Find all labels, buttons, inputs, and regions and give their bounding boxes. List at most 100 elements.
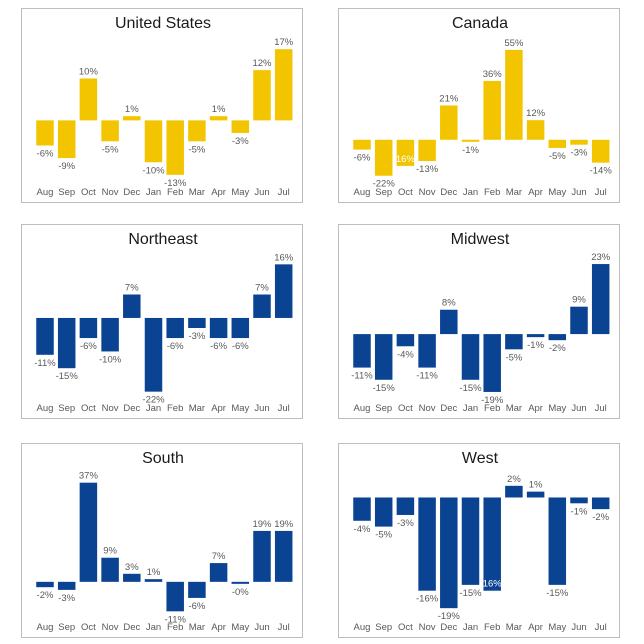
x-tick-label: Apr xyxy=(211,622,226,633)
bar xyxy=(36,581,54,588)
data-label: -11% xyxy=(351,371,373,382)
data-label: 3% xyxy=(125,562,139,573)
data-label: -1% xyxy=(527,340,544,351)
x-tick-label: Nov xyxy=(102,403,119,414)
x-tick-label: May xyxy=(548,622,566,633)
chart-svg: Canada -6% Aug-22%Sep 16% Oct -13% Nov 21% Dec -1… xyxy=(353,15,612,198)
data-label: 16% xyxy=(396,154,416,165)
data-label: -3% xyxy=(571,148,588,159)
x-tick-label: Aug xyxy=(37,403,54,414)
chart-svg: South -2% Aug -3% Sep 37% Oct 9% Nov 3% Dec 1% Jan-1… xyxy=(36,450,294,633)
x-tick-label: Dec xyxy=(440,187,457,198)
bar xyxy=(188,120,206,142)
bar xyxy=(396,139,415,166)
chart-title: West xyxy=(462,450,499,467)
bar xyxy=(374,139,393,176)
x-tick-label: Apr xyxy=(528,187,543,198)
x-tick-label: Sep xyxy=(375,622,392,633)
data-label: -11% xyxy=(34,358,56,369)
bar xyxy=(570,306,588,335)
bar xyxy=(57,317,76,369)
x-tick-label: Sep xyxy=(58,403,75,414)
x-tick-label: Nov xyxy=(102,187,119,198)
data-label: 9% xyxy=(103,546,117,557)
data-label: -16% xyxy=(416,594,439,605)
bar xyxy=(526,334,545,338)
bar xyxy=(188,581,206,598)
data-label: -5% xyxy=(505,352,522,363)
data-label: -3% xyxy=(397,518,414,529)
bar xyxy=(101,317,119,352)
x-tick-label: Aug xyxy=(354,187,371,198)
x-tick-label: Nov xyxy=(419,403,436,414)
bar xyxy=(418,139,436,162)
bar xyxy=(483,334,501,392)
bar xyxy=(231,581,250,584)
x-tick-label: Mar xyxy=(189,187,205,198)
x-tick-label: Feb xyxy=(167,403,183,414)
bar xyxy=(461,139,480,142)
chart-svg: United States -6% Aug -9% Sep 10% Oct -5% Nov 1% D… xyxy=(36,15,294,198)
chart-title: Midwest xyxy=(451,231,510,248)
x-tick-label: Jan xyxy=(146,187,161,198)
chart-svg: West -4% Aug -5% Sep -3% Oct -16% Nov-19%Dec -15%… xyxy=(353,450,610,633)
data-label: -11% xyxy=(164,614,186,625)
x-tick-label: Apr xyxy=(211,187,226,198)
data-label: -0% xyxy=(232,587,249,598)
data-label: 2% xyxy=(507,474,521,485)
x-tick-label: Jul xyxy=(278,622,290,633)
data-label: -3% xyxy=(188,331,205,342)
bar xyxy=(79,482,98,582)
bar xyxy=(461,334,480,380)
chart-svg: Midwest-11%Aug-15%Sep-4%Oct-11%Nov8%Dec-… xyxy=(351,231,611,414)
x-tick-label: Jul xyxy=(278,403,290,414)
data-label: -15% xyxy=(459,383,482,394)
data-label: -15% xyxy=(56,371,79,382)
data-label: -1% xyxy=(462,145,479,156)
bar xyxy=(209,317,228,339)
bar xyxy=(123,116,141,121)
x-tick-label: Nov xyxy=(102,622,119,633)
bar xyxy=(353,334,371,368)
data-label: 17% xyxy=(274,37,294,48)
x-tick-label: Jan xyxy=(146,403,161,414)
data-label: -6% xyxy=(188,601,205,612)
data-label: -2% xyxy=(549,343,566,354)
data-label: 36% xyxy=(483,69,503,80)
chart-panel-united-states: United States -6% Aug -9% Sep 10% Oct -5% Nov 1% D… xyxy=(21,8,303,203)
bar xyxy=(374,334,393,380)
data-label: -5% xyxy=(188,144,205,155)
data-label: -4% xyxy=(354,524,371,535)
data-label: -4% xyxy=(397,349,414,360)
data-label: 9% xyxy=(572,295,586,306)
bar xyxy=(79,78,98,121)
data-label: 1% xyxy=(125,104,139,115)
bar xyxy=(483,80,501,140)
x-tick-label: Jan xyxy=(146,622,161,633)
data-label: 19% xyxy=(274,519,294,530)
data-label: 21% xyxy=(439,93,459,104)
data-label: -6% xyxy=(80,341,97,352)
x-tick-label: Sep xyxy=(58,622,75,633)
bar xyxy=(231,120,250,133)
x-tick-label: Jun xyxy=(571,622,586,633)
bar xyxy=(166,120,184,175)
x-tick-label: Dec xyxy=(123,403,140,414)
data-label: 1% xyxy=(147,567,161,578)
bar xyxy=(440,497,458,609)
data-label: -2% xyxy=(37,590,54,601)
data-label: -3% xyxy=(232,136,249,147)
x-tick-label: Oct xyxy=(81,622,96,633)
bar xyxy=(101,557,119,582)
bar xyxy=(253,530,271,582)
x-tick-label: Aug xyxy=(37,187,54,198)
bar xyxy=(144,120,163,163)
x-tick-label: May xyxy=(548,187,566,198)
bar xyxy=(570,139,588,145)
bar xyxy=(526,120,545,140)
bar xyxy=(396,334,415,347)
bar xyxy=(505,485,523,498)
data-label: -11% xyxy=(416,371,438,382)
data-label: 37% xyxy=(79,471,99,482)
bar xyxy=(505,49,523,140)
